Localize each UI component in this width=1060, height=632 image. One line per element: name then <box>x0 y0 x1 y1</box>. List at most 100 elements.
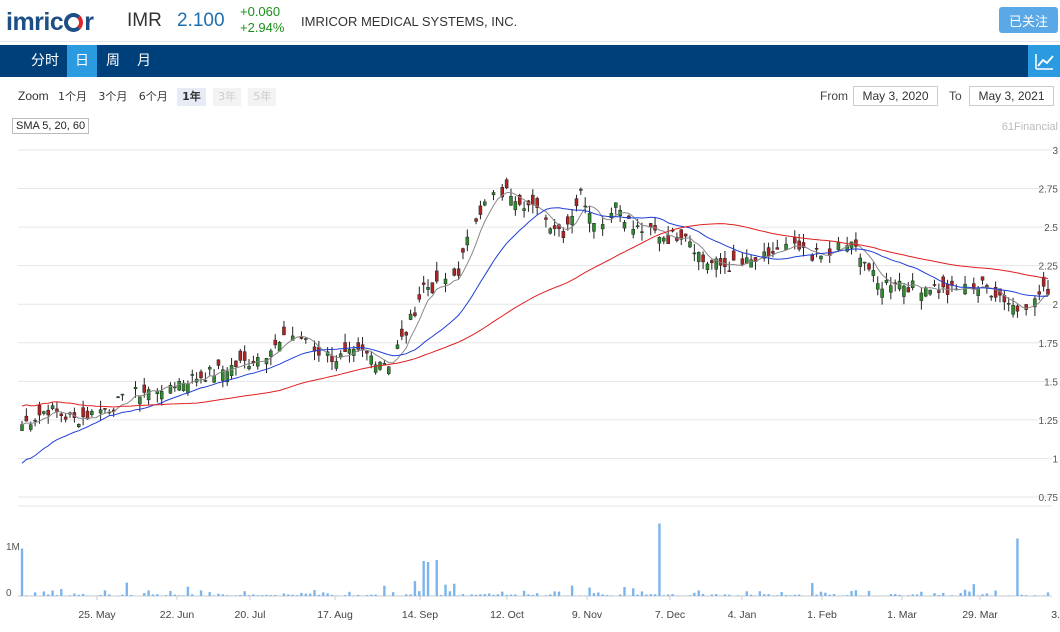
logo-ring-icon <box>64 13 84 32</box>
price-tick-label: 1.75 <box>1039 339 1059 350</box>
candle-body <box>474 218 478 222</box>
range-from-input[interactable]: May 3, 2020 <box>853 86 938 106</box>
volume-bar <box>776 595 779 596</box>
candle-body <box>1024 304 1028 310</box>
volume-bar <box>164 595 168 596</box>
volume-bar <box>937 595 941 596</box>
candle-body <box>705 263 710 270</box>
candle-body <box>59 413 64 416</box>
zoom-3y[interactable]: 3年 <box>213 88 242 106</box>
volume-bar <box>435 560 438 596</box>
volume-bar <box>125 582 128 596</box>
candle-body <box>1006 303 1011 305</box>
volume-bar <box>413 581 417 596</box>
range-to-input[interactable]: May 3, 2021 <box>969 86 1054 106</box>
price-chart[interactable]: 3 2.75 2.5 2.25 2 1.75 1.5 1.25 1 0.75 1M 0 25. May 2… <box>0 108 1060 628</box>
candle-body <box>714 258 718 270</box>
candle-body <box>517 195 522 205</box>
candle-body <box>37 405 42 416</box>
volume-bar <box>662 595 665 596</box>
volume-tick-label: 1M <box>6 542 20 553</box>
volume-bar <box>439 594 443 596</box>
volume-bar <box>418 591 421 596</box>
candle-body <box>247 366 251 370</box>
volume-bar <box>51 590 54 596</box>
candle-body <box>203 380 208 382</box>
volume-bar <box>723 594 727 596</box>
x-tick-label: 25. May <box>78 609 116 621</box>
zoom-1m[interactable]: 1个月 <box>58 90 88 103</box>
volume-bar <box>976 595 980 596</box>
sma60-line <box>21 223 1049 408</box>
candle-body <box>784 243 788 250</box>
volume-bar <box>959 592 962 596</box>
sma-legend[interactable]: SMA 5, 20, 60 <box>12 118 90 134</box>
volume-bar <box>457 595 460 596</box>
candle-body <box>889 285 893 293</box>
candle-body <box>924 287 928 297</box>
candle-body <box>614 202 618 208</box>
range-from-label: From <box>820 89 848 103</box>
x-tick-label: 1. Feb <box>807 609 837 621</box>
candle-body <box>216 359 221 366</box>
zoom-1y[interactable]: 1年 <box>177 88 206 106</box>
candle-body <box>221 369 225 381</box>
company-logo[interactable]: imric r <box>6 8 94 36</box>
volume-bar <box>693 592 696 596</box>
volume-bar <box>893 594 897 596</box>
candle-body <box>386 366 391 375</box>
tab-intraday[interactable]: 分时 <box>31 53 59 69</box>
candle-body <box>133 387 138 390</box>
volume-bar <box>1007 595 1010 596</box>
volume-bar <box>889 594 893 596</box>
volume-bar <box>828 594 831 596</box>
volume-bar <box>793 594 796 596</box>
candle-body <box>683 233 688 237</box>
volume-bar <box>749 594 753 596</box>
candle-body <box>692 252 697 255</box>
candle-body <box>710 260 714 264</box>
volume-bar <box>226 595 229 596</box>
zoom-3m[interactable]: 3个月 <box>98 90 128 103</box>
candle-body <box>928 289 932 295</box>
volume-bar <box>645 594 648 596</box>
follow-button[interactable]: 已关注 <box>999 7 1058 33</box>
candle-body <box>55 408 59 412</box>
zoom-6m[interactable]: 6个月 <box>138 90 168 103</box>
tab-monthly[interactable]: 月 <box>137 53 151 69</box>
volume-bar <box>501 591 504 596</box>
volume-bar <box>963 589 967 596</box>
volume-bar <box>636 594 639 596</box>
price-change-absolute: +0.060 <box>240 4 281 19</box>
volume-bar <box>143 593 146 596</box>
candle-body <box>522 208 526 211</box>
price-tick-label: 3 <box>1052 146 1058 157</box>
volume-bar <box>527 594 530 596</box>
candle-body <box>980 276 985 281</box>
tab-daily[interactable]: 日 <box>67 45 97 77</box>
candle-body <box>600 224 605 230</box>
volume-bar <box>867 590 871 596</box>
candle-body <box>1033 298 1037 308</box>
volume-bar <box>256 595 259 596</box>
candle-body <box>727 270 732 272</box>
volume-bar <box>758 591 762 596</box>
volume-bar <box>531 594 535 596</box>
candle-body <box>548 228 553 234</box>
candle-body <box>478 205 483 215</box>
volume-bar <box>317 594 321 596</box>
volume-bar <box>496 594 500 596</box>
volume-bar <box>1024 595 1028 596</box>
price-change-percent: +2.94% <box>240 20 285 35</box>
chart-credit[interactable]: 61Financial <box>1001 121 1058 133</box>
tab-weekly[interactable]: 周 <box>106 53 120 69</box>
candle-body <box>50 405 55 410</box>
candle-body <box>395 344 400 349</box>
candle-body <box>867 263 871 270</box>
volume-bar <box>479 594 482 596</box>
candle-body <box>731 250 736 261</box>
volume-bar <box>658 523 661 596</box>
chart-type-toggle[interactable] <box>1028 45 1060 77</box>
zoom-5y[interactable]: 5年 <box>248 88 277 106</box>
candle-body <box>146 389 151 401</box>
